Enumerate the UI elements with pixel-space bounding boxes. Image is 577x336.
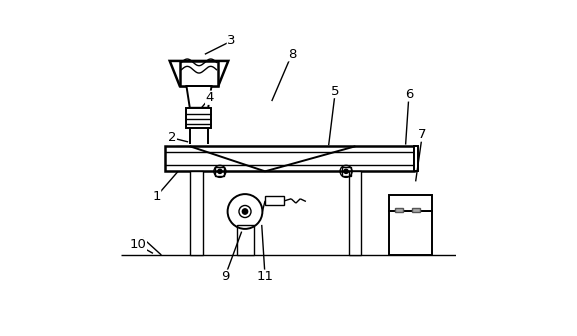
Bar	[389, 211, 432, 255]
Text: 5: 5	[331, 85, 340, 97]
Text: 1: 1	[152, 190, 160, 203]
Text: 11: 11	[257, 270, 273, 283]
Bar	[342, 167, 351, 176]
Bar	[349, 171, 361, 255]
Text: 10: 10	[129, 239, 147, 251]
Bar	[411, 208, 420, 212]
Bar	[389, 195, 432, 211]
Bar	[180, 61, 218, 86]
Text: 3: 3	[227, 34, 236, 47]
Bar	[215, 167, 224, 176]
Bar	[414, 146, 418, 171]
Polygon shape	[186, 86, 212, 108]
Bar	[395, 208, 403, 212]
Bar	[186, 108, 211, 128]
Text: 2: 2	[168, 131, 177, 144]
Circle shape	[344, 169, 348, 173]
Text: 7: 7	[418, 128, 426, 141]
Text: 4: 4	[205, 91, 214, 104]
Text: 6: 6	[405, 88, 413, 101]
Bar	[265, 196, 284, 206]
Bar	[164, 146, 414, 171]
Polygon shape	[170, 61, 228, 86]
Bar	[237, 225, 254, 255]
Bar	[190, 171, 203, 255]
Circle shape	[218, 169, 222, 173]
Text: 9: 9	[221, 270, 229, 283]
Text: 8: 8	[288, 48, 296, 61]
Circle shape	[242, 209, 248, 214]
